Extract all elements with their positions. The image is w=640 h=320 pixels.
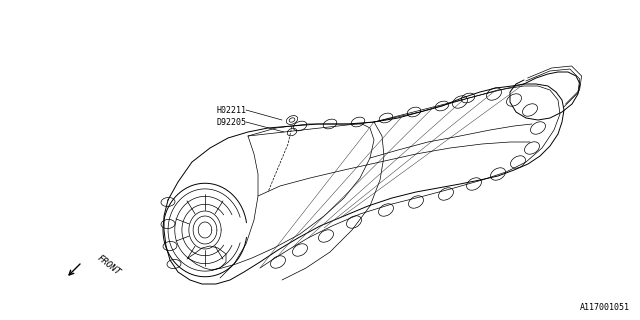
Text: A117001051: A117001051 <box>580 303 630 313</box>
Text: FRONT: FRONT <box>95 253 122 277</box>
Text: D92205: D92205 <box>216 117 246 126</box>
Text: H02211: H02211 <box>216 106 246 115</box>
